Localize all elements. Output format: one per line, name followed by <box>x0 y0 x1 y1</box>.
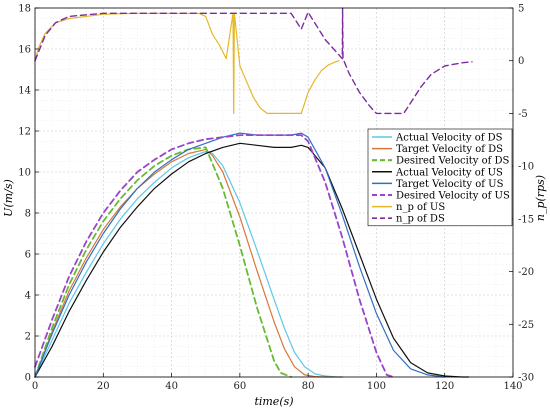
series-line-n-p-of-ds <box>34 7 473 115</box>
y-right-tick-label: -5 <box>518 109 528 120</box>
series-line-actual-velocity-of-ds <box>34 150 343 378</box>
y-axis-right-label: n_p(rps) <box>534 175 547 221</box>
legend-label: Target Velocity of DS <box>396 144 503 155</box>
y-left-tick-label: 8 <box>25 209 31 220</box>
x-tick-label: 20 <box>97 381 110 392</box>
y-left-tick-label: 18 <box>18 4 31 15</box>
series-line-target-velocity-of-us <box>34 132 446 378</box>
x-tick-label: 0 <box>32 381 38 392</box>
ticks: 0 20 40 60 80 100 120 140 0 2 4 6 8 10 12 14 16 18 5 0 -5 -10… <box>18 4 534 393</box>
x-axis-label: time(s) <box>254 395 293 408</box>
series-layer <box>34 7 473 378</box>
x-tick-label: 140 <box>503 381 522 392</box>
y-axis-left-label: U(m/s) <box>2 179 15 217</box>
y-left-tick-label: 14 <box>18 86 31 97</box>
legend-box <box>367 128 513 227</box>
y-right-tick-label: 5 <box>518 4 524 15</box>
y-right-tick-label: -20 <box>518 267 534 278</box>
x-tick-label: 40 <box>165 381 178 392</box>
y-left-tick-label: 2 <box>25 332 31 343</box>
y-right-tick-label: -25 <box>518 320 534 331</box>
plot-frame <box>34 7 514 378</box>
legend-label: n_p of DS <box>396 214 445 225</box>
y-left-tick-label: 16 <box>18 45 31 56</box>
x-tick-label: 60 <box>233 381 246 392</box>
y-left-tick-label: 10 <box>18 168 31 179</box>
x-tick-label: 80 <box>302 381 315 392</box>
y-right-tick-label: -15 <box>518 214 534 225</box>
y-left-tick-label: 12 <box>18 127 31 138</box>
legend-label: Desired Velocity of US <box>396 191 510 202</box>
y-right-tick-label: -30 <box>518 373 534 384</box>
y-left-tick-label: 4 <box>25 291 31 302</box>
legend-label: n_p of US <box>396 202 445 213</box>
legend-label: Actual Velocity of US <box>395 167 503 178</box>
y-right-tick-label: -10 <box>518 162 534 173</box>
legend-label: Desired Velocity of DS <box>396 156 510 167</box>
series-line-desired-velocity-of-ds <box>34 146 293 378</box>
x-tick-label: 100 <box>367 381 386 392</box>
series-line-actual-velocity-of-us <box>34 142 470 378</box>
x-tick-label: 120 <box>435 381 454 392</box>
series-line-n-p-of-us <box>34 12 340 115</box>
y-left-tick-label: 6 <box>25 250 31 261</box>
legend-label: Actual Velocity of DS <box>395 133 503 144</box>
legend-label: Target Velocity of US <box>396 179 504 190</box>
y-left-tick-label: 0 <box>25 373 31 384</box>
y-right-tick-label: 0 <box>518 56 524 67</box>
series-line-desired-velocity-of-us <box>34 134 395 378</box>
